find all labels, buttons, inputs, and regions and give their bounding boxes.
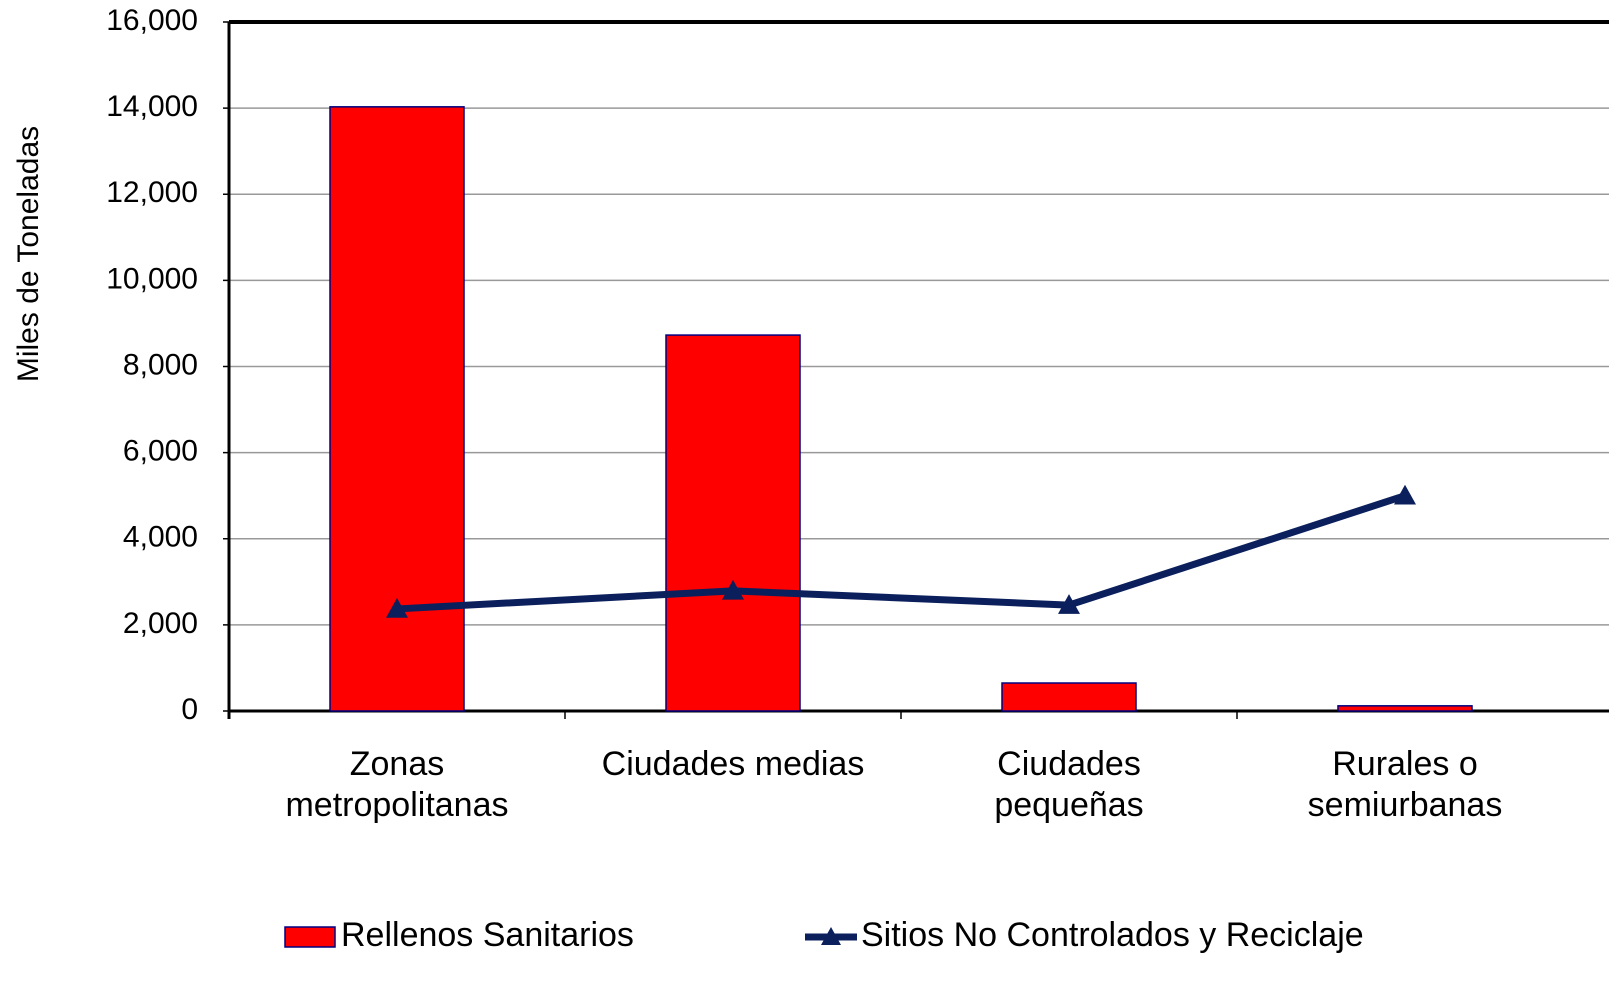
bar <box>1337 705 1473 712</box>
y-tick-label: 8,000 <box>123 348 198 381</box>
y-axis-label: Miles de Toneladas <box>12 126 45 382</box>
marker <box>722 579 744 600</box>
x-tick-label: Ciudades pequeñas <box>994 745 1144 824</box>
x-tick-label: Rurales o semiurbanas <box>1307 745 1503 824</box>
y-tick-label: 2,000 <box>123 607 198 640</box>
marker <box>386 597 408 618</box>
y-tick-label: 12,000 <box>106 176 198 209</box>
y-tick-label: 4,000 <box>123 521 198 554</box>
x-tick-label: Ciudades medias <box>601 745 865 783</box>
legend-swatch <box>284 926 336 948</box>
bar <box>665 334 801 712</box>
x-tick-label: Zonas metropolitanas <box>285 745 509 824</box>
legend-label: Sitios No Controlados y Reciclaje <box>861 916 1364 954</box>
y-tick-label: 6,000 <box>123 435 198 468</box>
y-tick-label: 10,000 <box>106 262 198 295</box>
legend-marker <box>821 927 841 945</box>
bar <box>1001 682 1137 712</box>
legend-label: Rellenos Sanitarios <box>341 916 634 954</box>
marker <box>1394 484 1416 505</box>
y-tick-label: 14,000 <box>106 90 198 123</box>
bar <box>329 106 465 712</box>
y-tick-label: 16,000 <box>106 4 198 37</box>
line <box>396 492 1407 613</box>
marker <box>1058 594 1080 614</box>
y-tick-label: 0 <box>181 693 198 726</box>
